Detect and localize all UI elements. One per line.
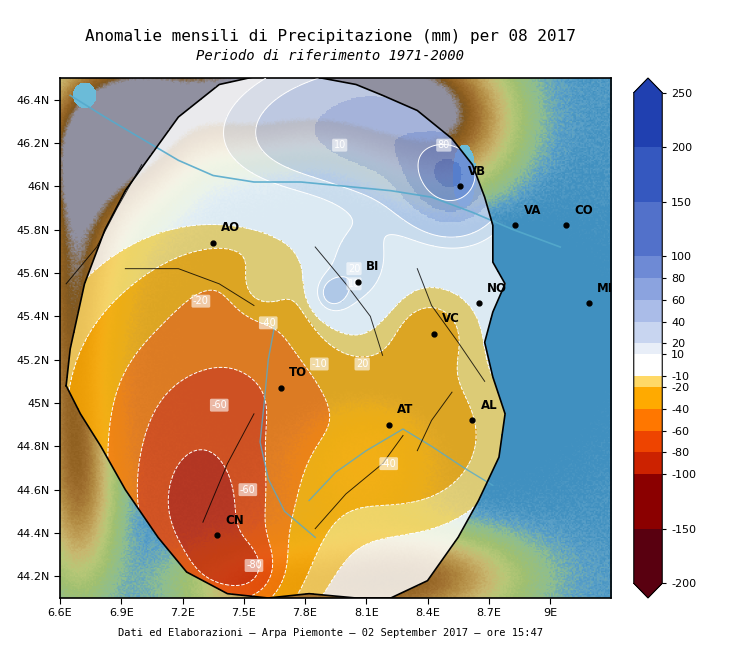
- Text: -80: -80: [246, 560, 262, 571]
- Text: AL: AL: [481, 398, 497, 411]
- Text: -10: -10: [311, 359, 327, 369]
- Text: Dati ed Elaborazioni – Arpa Piemonte – 02 September 2017 – ore 15:47: Dati ed Elaborazioni – Arpa Piemonte – 0…: [118, 629, 542, 638]
- Text: 10: 10: [348, 279, 360, 289]
- Text: -40: -40: [381, 459, 397, 469]
- Text: -20: -20: [193, 296, 208, 306]
- Text: 80: 80: [438, 140, 450, 150]
- Text: 20: 20: [356, 359, 368, 369]
- Text: VC: VC: [442, 312, 460, 325]
- Text: VB: VB: [468, 164, 487, 177]
- Text: 10: 10: [334, 140, 346, 150]
- Text: AT: AT: [397, 403, 413, 416]
- Text: NO: NO: [487, 281, 507, 294]
- Text: -40: -40: [260, 318, 276, 328]
- Text: AO: AO: [221, 221, 241, 234]
- Text: Periodo di riferimento 1971-2000: Periodo di riferimento 1971-2000: [196, 49, 464, 63]
- PathPatch shape: [634, 78, 662, 93]
- Text: VA: VA: [524, 203, 541, 216]
- PathPatch shape: [634, 583, 662, 598]
- Text: -60: -60: [211, 400, 227, 410]
- Text: MI: MI: [597, 281, 613, 294]
- Text: TO: TO: [289, 366, 307, 379]
- Text: BI: BI: [366, 260, 380, 273]
- Text: CN: CN: [226, 514, 245, 526]
- Text: CO: CO: [574, 203, 593, 216]
- Text: Anomalie mensili di Precipitazione (mm) per 08 2017: Anomalie mensili di Precipitazione (mm) …: [85, 29, 575, 44]
- Text: -60: -60: [240, 485, 256, 495]
- Text: 20: 20: [348, 264, 360, 274]
